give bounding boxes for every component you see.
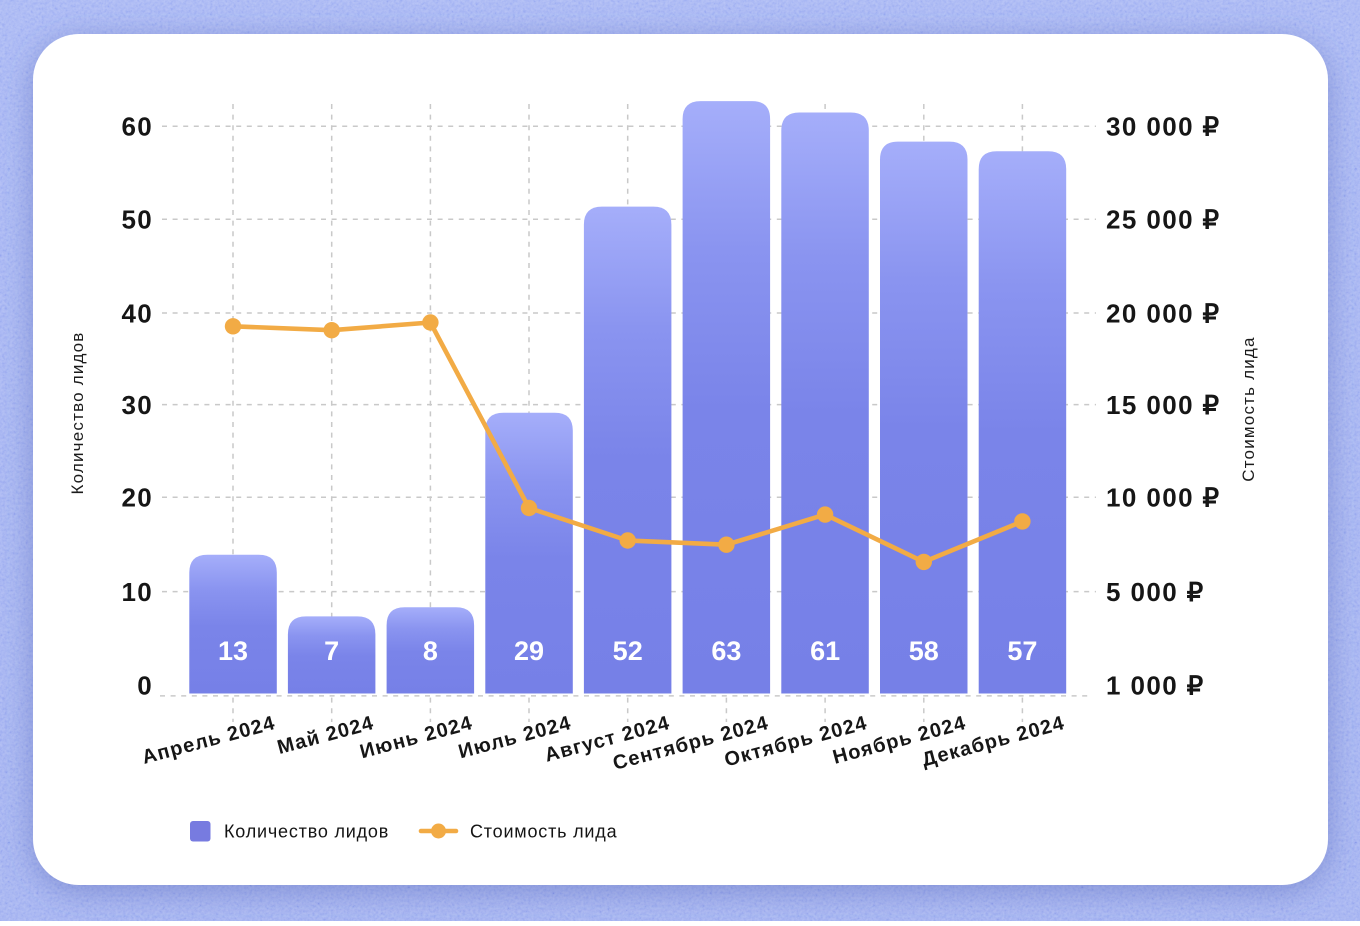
svg-text:1 000 ₽: 1 000 ₽	[1106, 671, 1205, 701]
svg-text:10: 10	[121, 577, 153, 607]
svg-text:50: 50	[121, 205, 153, 235]
svg-text:Количество лидов: Количество лидов	[68, 331, 87, 494]
svg-text:0: 0	[137, 671, 153, 701]
svg-text:Стоимость лида: Стоимость лида	[1239, 336, 1258, 481]
svg-text:61: 61	[810, 636, 840, 666]
svg-text:63: 63	[711, 636, 741, 666]
svg-text:52: 52	[613, 636, 643, 666]
svg-text:8: 8	[423, 636, 438, 666]
svg-text:20 000 ₽: 20 000 ₽	[1106, 298, 1221, 328]
svg-text:29: 29	[514, 636, 544, 666]
svg-text:Стоимость лида: Стоимость лида	[470, 822, 618, 842]
svg-text:25 000 ₽: 25 000 ₽	[1106, 205, 1221, 235]
svg-text:30 000 ₽: 30 000 ₽	[1106, 112, 1221, 142]
svg-text:5 000 ₽: 5 000 ₽	[1106, 577, 1205, 607]
svg-text:15 000 ₽: 15 000 ₽	[1106, 390, 1221, 420]
svg-text:58: 58	[909, 636, 939, 666]
svg-text:30: 30	[121, 390, 153, 420]
svg-text:57: 57	[1007, 636, 1037, 666]
svg-text:10 000 ₽: 10 000 ₽	[1106, 483, 1221, 513]
svg-text:40: 40	[121, 298, 153, 328]
svg-text:13: 13	[218, 636, 248, 666]
svg-text:60: 60	[121, 112, 153, 142]
svg-text:Количество лидов: Количество лидов	[224, 822, 389, 842]
svg-text:20: 20	[121, 483, 153, 513]
svg-text:7: 7	[324, 636, 339, 666]
